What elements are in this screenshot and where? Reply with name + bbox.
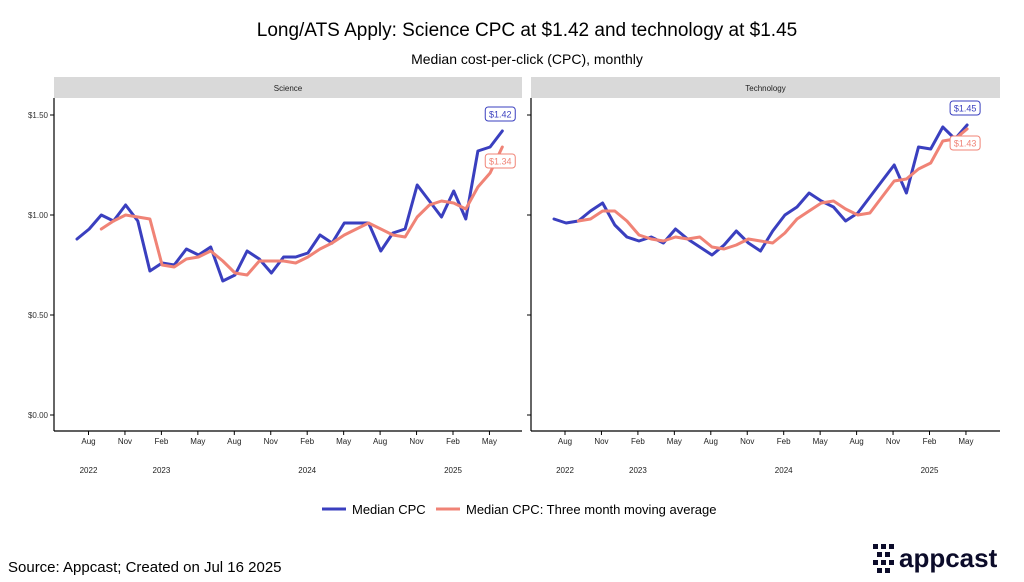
x-tick-label: Nov [740, 437, 754, 446]
x-year-label: 2023 [153, 466, 171, 475]
facet-strip [54, 77, 522, 98]
x-tick-label: Aug [849, 437, 863, 446]
x-tick-label: Nov [409, 437, 423, 446]
facet-strip-label: Technology [745, 84, 785, 93]
x-tick-label: Aug [81, 437, 95, 446]
legend-label-moving-average: Median CPC: Three month moving average [466, 502, 717, 517]
x-tick-label: Feb [300, 437, 314, 446]
legend-label-median: Median CPC [352, 502, 426, 517]
x-tick-label: May [336, 437, 351, 446]
x-year-label: 2022 [556, 466, 574, 475]
y-tick-label: $1.00 [28, 211, 49, 220]
end-label-box [484, 153, 516, 169]
panel-technology: Technology Aug Nov Feb May Aug Nov Feb May Aug Nov… [527, 77, 1000, 475]
y-tick-label: $1.50 [28, 111, 49, 120]
x-tick-label: Nov [594, 437, 608, 446]
x-tick-label: May [190, 437, 205, 446]
series-line-moving-average [576, 127, 969, 251]
chart-title: Long/ATS Apply: Science CPC at $1.42 and… [257, 20, 797, 41]
x-tick-label: Aug [558, 437, 572, 446]
x-tick-label: May [813, 437, 828, 446]
logo-wordmark: appcast [899, 543, 998, 573]
x-tick-label: Feb [631, 437, 645, 446]
facet-strip [531, 77, 1000, 98]
source-note: Source: Appcast; Created on Jul 16 2025 [8, 559, 282, 576]
end-label-value: $1.34 [489, 157, 512, 167]
panel-science: Science $0.00 $0.50 $1.00 $1.50 Aug Nov Feb May A… [28, 77, 522, 475]
x-year-label: 2025 [921, 466, 939, 475]
x-year-label: 2025 [444, 466, 462, 475]
x-tick-label: May [482, 437, 497, 446]
series-line-moving-average [99, 145, 504, 277]
y-tick-label: $0.00 [28, 411, 49, 420]
x-year-label: 2022 [80, 466, 98, 475]
end-label-box [484, 106, 516, 122]
appcast-logo: appcast [873, 543, 998, 573]
end-label-box [949, 100, 981, 116]
x-year-label: 2023 [629, 466, 647, 475]
y-tick-label: $0.50 [28, 311, 49, 320]
x-tick-label: Nov [118, 437, 132, 446]
x-tick-label: Feb [155, 437, 169, 446]
x-tick-label: Aug [227, 437, 241, 446]
x-tick-label: Aug [373, 437, 387, 446]
x-tick-label: Feb [446, 437, 460, 446]
legend: Median CPC Median CPC: Three month movin… [322, 502, 717, 517]
chart-subtitle: Median cost-per-click (CPC), monthly [411, 51, 643, 67]
x-tick-label: Nov [886, 437, 900, 446]
x-tick-label: Feb [777, 437, 791, 446]
end-label-value: $1.45 [954, 104, 977, 114]
series-line-median-cpc [552, 123, 969, 257]
series-line-median-cpc [75, 129, 504, 283]
end-label-value: $1.42 [489, 110, 512, 120]
panels: Science $0.00 $0.50 $1.00 $1.50 Aug Nov Feb May A… [28, 77, 1000, 475]
x-tick-label: Feb [923, 437, 937, 446]
x-year-label: 2024 [298, 466, 316, 475]
end-label-box [949, 135, 981, 151]
x-year-label: 2024 [775, 466, 793, 475]
x-tick-label: Aug [704, 437, 718, 446]
end-label-value: $1.43 [954, 139, 977, 149]
x-tick-label: Nov [264, 437, 278, 446]
x-tick-label: May [958, 437, 973, 446]
facet-strip-label: Science [274, 84, 303, 93]
x-tick-label: May [667, 437, 682, 446]
logo-dots-icon [873, 544, 894, 573]
